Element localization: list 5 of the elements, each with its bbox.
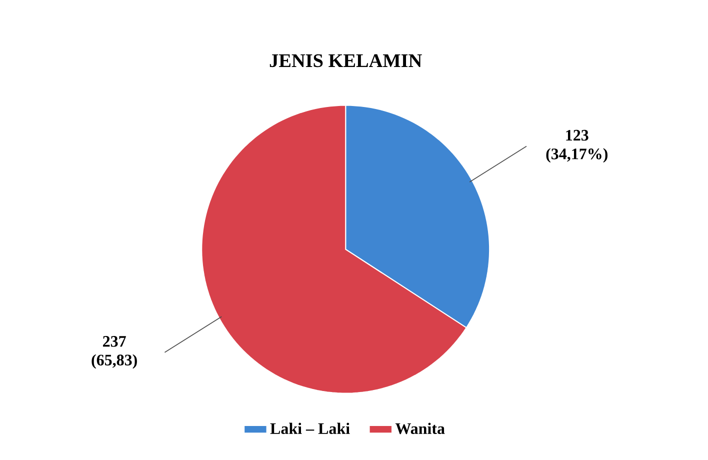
- data-label: 237 (65,83): [92, 336, 137, 369]
- chart-title: JENIS KELAMIN: [270, 54, 422, 68]
- data-label: 123 (34,17%): [546, 130, 608, 163]
- legend-label: Laki – Laki: [270, 422, 350, 434]
- legend-label: Wanita: [395, 422, 445, 434]
